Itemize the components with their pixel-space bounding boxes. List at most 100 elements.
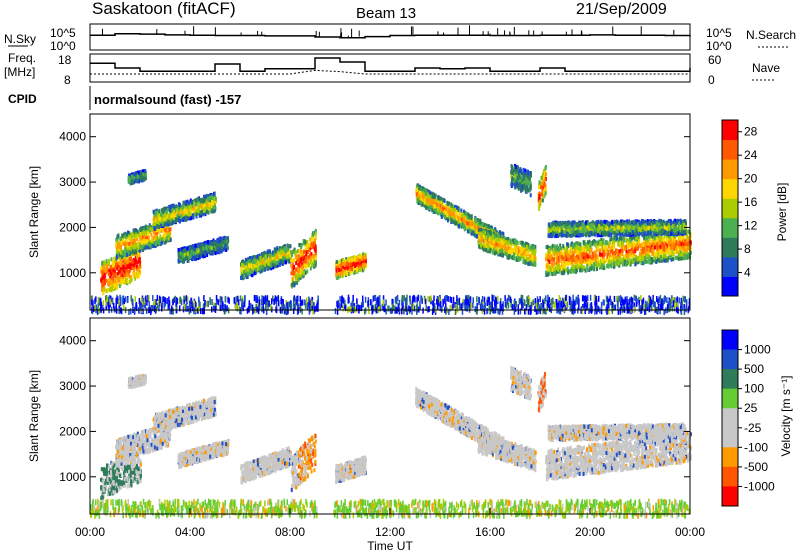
heatmap-cell bbox=[214, 196, 217, 201]
heatmap-cell bbox=[541, 308, 544, 315]
heatmap-cell bbox=[135, 237, 138, 242]
heatmap-cell bbox=[103, 268, 106, 273]
heatmap-cell bbox=[203, 246, 206, 251]
heatmap-cell bbox=[241, 298, 243, 305]
heatmap-cell bbox=[155, 218, 158, 223]
heatmap-cell bbox=[664, 307, 667, 314]
heatmap-cell bbox=[154, 298, 156, 305]
heatmap-cell bbox=[659, 298, 661, 305]
noise-ytick-bottom: 10^0 bbox=[50, 39, 76, 53]
heatmap-cell bbox=[507, 294, 510, 301]
heatmap-cell bbox=[524, 299, 526, 306]
heatmap-cell bbox=[420, 295, 422, 302]
heatmap-cell bbox=[472, 297, 475, 304]
heatmap-cell bbox=[523, 308, 526, 315]
heatmap-cell bbox=[206, 206, 209, 211]
heatmap-cell bbox=[536, 308, 538, 315]
heatmap-cell bbox=[498, 309, 501, 316]
heatmap-cell bbox=[299, 300, 302, 307]
heatmap-cell bbox=[276, 263, 279, 268]
heatmap-cell bbox=[112, 268, 115, 273]
heatmap-cell bbox=[595, 299, 598, 306]
heatmap-cell bbox=[448, 308, 450, 315]
heatmap-cell bbox=[412, 294, 415, 301]
heatmap-cell bbox=[102, 291, 105, 296]
heatmap-cell bbox=[124, 231, 127, 236]
heatmap-cell bbox=[203, 211, 206, 216]
heatmap-cell bbox=[137, 272, 140, 277]
heatmap-cell bbox=[278, 254, 281, 259]
heatmap-cell bbox=[132, 271, 135, 276]
heatmap-cell bbox=[127, 175, 130, 180]
heatmap-cell bbox=[224, 304, 227, 311]
heatmap-cell bbox=[177, 210, 180, 215]
heatmap-cell bbox=[311, 300, 313, 307]
heatmap-cell bbox=[502, 305, 505, 312]
heatmap-cell bbox=[360, 266, 363, 271]
heatmap-cell bbox=[269, 253, 272, 258]
heatmap-cell bbox=[507, 302, 510, 309]
heatmap-cell bbox=[606, 296, 609, 303]
heatmap-cell bbox=[283, 252, 286, 257]
heatmap-cell bbox=[170, 305, 173, 312]
heatmap-cell bbox=[261, 295, 263, 302]
heatmap-cell bbox=[235, 296, 238, 303]
heatmap-cell bbox=[189, 212, 192, 217]
heatmap-cell bbox=[299, 263, 302, 268]
heatmap-cell bbox=[118, 299, 120, 306]
freq-label: Freq. bbox=[8, 51, 36, 65]
heatmap-cell bbox=[149, 239, 152, 244]
heatmap-cell bbox=[290, 258, 293, 263]
heatmap-cell bbox=[108, 269, 111, 274]
heatmap-cell bbox=[270, 259, 273, 264]
heatmap-cell bbox=[272, 265, 275, 270]
heatmap-cell bbox=[349, 270, 352, 275]
heatmap-cell bbox=[578, 298, 580, 305]
heatmap-cell bbox=[121, 260, 124, 265]
heatmap-cell bbox=[304, 240, 307, 245]
heatmap-cell bbox=[213, 205, 216, 210]
heatmap-cell bbox=[212, 246, 215, 251]
heatmap-cell bbox=[163, 302, 165, 309]
heatmap-cell bbox=[226, 305, 228, 312]
heatmap-cell bbox=[564, 304, 567, 311]
heatmap-cell bbox=[105, 299, 107, 306]
heatmap-cell bbox=[270, 298, 273, 305]
heatmap-cell bbox=[226, 236, 229, 241]
heatmap-cell bbox=[220, 299, 222, 306]
heatmap-cell bbox=[220, 244, 223, 249]
heatmap-cell bbox=[264, 251, 267, 256]
heatmap-cell bbox=[124, 276, 127, 281]
heatmap-cell bbox=[361, 256, 364, 261]
heatmap-cell bbox=[569, 304, 572, 311]
heatmap-cell bbox=[142, 230, 145, 235]
heatmap-cell bbox=[152, 244, 155, 249]
heatmap-cell bbox=[239, 295, 242, 302]
heatmap-cell bbox=[101, 304, 104, 311]
heatmap-cell bbox=[560, 300, 563, 307]
heatmap-cell bbox=[135, 303, 137, 310]
heatmap-cell bbox=[268, 300, 270, 307]
heatmap-cell bbox=[274, 295, 277, 302]
heatmap-cell bbox=[220, 237, 223, 242]
heatmap-cell bbox=[255, 261, 258, 266]
heatmap-cell bbox=[570, 302, 573, 309]
heatmap-cell bbox=[110, 278, 113, 283]
heatmap-cell bbox=[269, 305, 272, 312]
heatmap-cell bbox=[571, 303, 574, 310]
heatmap-cell bbox=[167, 232, 170, 237]
heatmap-cell bbox=[456, 295, 458, 302]
heatmap-cell bbox=[248, 300, 251, 307]
heatmap-cell bbox=[180, 217, 183, 222]
heatmap-cell bbox=[194, 247, 197, 252]
heatmap-cell bbox=[576, 298, 579, 305]
heatmap-cell bbox=[157, 213, 160, 218]
heatmap-cell bbox=[562, 301, 565, 308]
heatmap-cell bbox=[116, 285, 119, 290]
heatmap-cell bbox=[446, 295, 448, 302]
heatmap-cell bbox=[245, 257, 248, 262]
heatmap-cell bbox=[676, 296, 679, 303]
heatmap-cell bbox=[126, 264, 129, 269]
heatmap-cell bbox=[312, 253, 315, 258]
heatmap-cell bbox=[300, 245, 303, 250]
